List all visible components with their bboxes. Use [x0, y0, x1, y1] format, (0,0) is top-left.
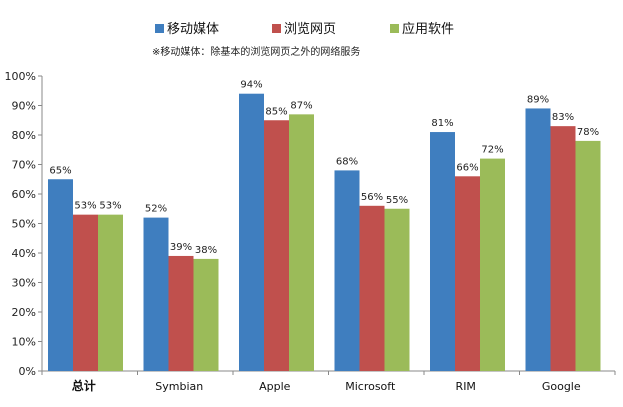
y-tick-label: 30% — [12, 277, 36, 290]
x-category-label: Symbian — [155, 380, 203, 393]
bar — [239, 93, 264, 371]
x-axis: 总计 Symbian Apple Microsoft RIM Google — [41, 370, 616, 393]
bar-value-label: 53% — [74, 201, 96, 212]
y-tick-label: 20% — [12, 306, 36, 319]
bar — [143, 217, 169, 371]
legend-label-2: 浏览网页 — [284, 21, 336, 37]
bar-value-label: 38% — [195, 245, 217, 256]
bar — [525, 108, 551, 371]
bar-value-label: 85% — [265, 106, 287, 117]
bar-value-label: 87% — [290, 100, 312, 111]
y-tick-label: 80% — [12, 129, 36, 142]
bar — [575, 140, 601, 371]
bar — [193, 258, 219, 371]
legend-label-1: 移动媒体 — [167, 22, 219, 37]
bar-value-label: 94% — [240, 80, 262, 91]
y-axis: 0% 10% 20% 30% 40% 50% 60% 70% 80% 90% 100% — [5, 70, 43, 378]
x-category-label: Microsoft — [345, 380, 396, 393]
legend-swatch-2 — [272, 24, 281, 33]
bar-value-label: 72% — [481, 145, 503, 156]
bar-value-label: 78% — [577, 127, 599, 138]
bar-value-label: 65% — [49, 165, 71, 176]
bar-value-label: 55% — [386, 195, 408, 206]
bar — [289, 114, 314, 371]
bar — [384, 208, 410, 371]
bar-value-label: 39% — [170, 242, 192, 253]
bar — [264, 120, 289, 371]
y-tick-label: 60% — [12, 188, 36, 201]
bar-value-label: 83% — [552, 112, 574, 123]
bars: 65% 53% 53% 52% 39% 38% 94% 85%87% 68% 56% 55% 81% 6… — [48, 80, 601, 372]
legend-swatch-3 — [390, 24, 399, 33]
bar — [430, 132, 455, 371]
x-category-label: Apple — [259, 380, 291, 393]
bar — [73, 214, 98, 371]
bar-value-label: 53% — [99, 201, 121, 212]
legend-label-3: 应用软件 — [402, 21, 454, 37]
y-tick-label: 90% — [12, 100, 36, 113]
y-tick-label: 70% — [12, 159, 36, 172]
bar-value-label: 89% — [527, 94, 549, 105]
bar — [480, 158, 505, 371]
legend-swatch-1 — [155, 24, 164, 33]
y-tick-label: 0% — [19, 365, 36, 378]
bar — [168, 255, 194, 371]
y-tick-label: 10% — [12, 336, 36, 349]
y-tick-label: 40% — [12, 247, 36, 260]
x-category-label: RIM — [456, 380, 476, 393]
bar — [359, 205, 385, 371]
x-category-label: Google — [542, 380, 581, 393]
bar-value-label: 81% — [431, 118, 453, 129]
y-tick-label: 100% — [5, 70, 36, 83]
bar-value-label: 68% — [336, 156, 358, 167]
bar-value-label: 52% — [145, 204, 167, 215]
legend: 移动媒体 浏览网页 应用软件 — [155, 21, 454, 37]
bar — [455, 176, 480, 371]
chart-note: ※移动媒体：除基本的浏览网页之外的网络服务 — [152, 45, 360, 58]
bar — [550, 126, 576, 372]
bar-value-label: 66% — [456, 162, 478, 173]
bar-value-label: 56% — [361, 192, 383, 203]
bar — [48, 179, 73, 371]
bar — [98, 214, 123, 371]
x-category-label: 总计 — [72, 378, 96, 393]
bar — [334, 170, 360, 371]
y-tick-label: 50% — [12, 218, 36, 231]
